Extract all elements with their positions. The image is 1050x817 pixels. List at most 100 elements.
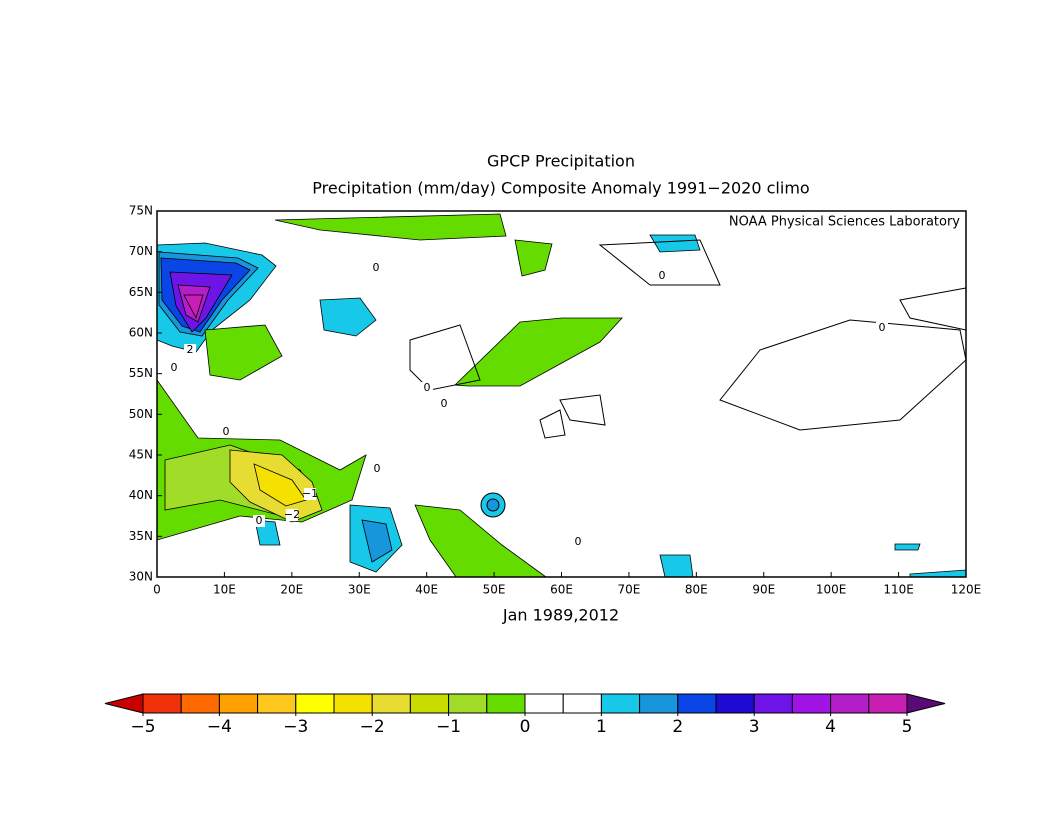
anomaly-area: [486, 498, 500, 512]
map-frame: [156, 210, 967, 578]
anomaly-area: [204, 324, 283, 381]
colorbar-box: [371, 693, 411, 714]
colorbar-box: [333, 693, 373, 714]
contour-label: 0: [223, 425, 230, 438]
anomaly-area: [274, 213, 507, 241]
colorbar-over: [906, 693, 946, 714]
contour-label: −1: [302, 487, 318, 500]
anomaly-area: [894, 543, 921, 551]
y-tick-label: 60N: [129, 326, 153, 340]
x-tick-label: 20E: [280, 583, 303, 597]
label-bg: [421, 382, 433, 394]
x-label: Jan 1989,2012: [502, 606, 619, 625]
label-bg: [304, 488, 316, 500]
contour-label: 0: [374, 462, 381, 475]
colorbar-box: [180, 693, 220, 714]
label-bg: [184, 344, 196, 356]
anomaly-area: [514, 239, 553, 277]
contour-line: [409, 324, 481, 391]
title: GPCP Precipitation: [487, 152, 635, 171]
colorbar-box: [524, 693, 564, 714]
anomaly-area: [649, 234, 701, 253]
colorbar-label: 5: [902, 717, 913, 737]
contour-line: [899, 287, 967, 331]
label-bg: [438, 398, 450, 410]
contour-label: 0: [879, 321, 886, 334]
colorbar-label: 3: [749, 717, 760, 737]
y-tick-label: 45N: [129, 448, 153, 462]
colorbar-box: [639, 693, 679, 714]
colorbar-label: 0: [520, 717, 531, 737]
x-tick-label: 50E: [483, 583, 506, 597]
colorbar-box: [830, 693, 870, 714]
x-tick-label: 40E: [415, 583, 438, 597]
anomaly-area: [454, 317, 623, 387]
colorbar: −5 −4 −3 −2 −1 0 1 2 3 4 5: [104, 693, 946, 737]
label-bg: [656, 270, 668, 282]
y-tick-label: 70N: [129, 244, 153, 258]
x-tick-label: 80E: [685, 583, 708, 597]
contour-label: 0: [575, 535, 582, 548]
colorbar-label: −4: [207, 717, 232, 737]
subtitle: Precipitation (mm/day) Composite Anomaly…: [312, 179, 809, 198]
x-tick-label: 100E: [816, 583, 847, 597]
contour-line: [559, 394, 606, 426]
label-bg: [371, 463, 383, 475]
anomaly-area: [414, 504, 548, 578]
label-bg: [220, 426, 232, 438]
anomaly-area: [361, 519, 393, 563]
x-tick-label: 70E: [617, 583, 640, 597]
colorbar-label: −3: [283, 717, 308, 737]
label-bg: [168, 362, 180, 374]
label-bg: [253, 515, 265, 527]
label-bg: [572, 536, 584, 548]
x-tick-label: 90E: [752, 583, 775, 597]
x-tick-label: 110E: [883, 583, 914, 597]
contour-label: 2: [187, 343, 194, 356]
colorbar-box: [791, 693, 832, 714]
colorbar-box: [409, 693, 450, 714]
colorbar-box: [562, 693, 602, 714]
y-tick-label: 35N: [129, 529, 153, 543]
y-tick-label: 40N: [129, 488, 153, 502]
contour-label: 0: [659, 269, 666, 282]
colorbar-label: −1: [436, 717, 461, 737]
contour-label: 0: [441, 397, 448, 410]
y-tick-label: 65N: [129, 285, 153, 299]
anomaly-area: [659, 554, 694, 578]
anomaly-area: [909, 569, 967, 578]
contour-label: −2: [284, 508, 300, 521]
colorbar-box: [218, 693, 259, 714]
colorbar-box: [142, 693, 182, 714]
colorbar-box: [868, 693, 908, 714]
contour-label: 0: [171, 361, 178, 374]
colorbar-label: −5: [130, 717, 155, 737]
label-bg: [876, 322, 888, 334]
contour-label: 0: [373, 261, 380, 274]
colorbar-box: [257, 693, 297, 714]
x-tick-label: 0: [153, 583, 161, 597]
anomaly-area: [253, 463, 307, 507]
x-tick-label: 120E: [951, 583, 982, 597]
anomaly-area: [319, 297, 377, 337]
anomaly-area: [183, 294, 204, 320]
x-tick-label: 60E: [550, 583, 573, 597]
contour-line: [719, 319, 967, 431]
colorbar-box: [295, 693, 335, 714]
label-bg: [370, 262, 382, 274]
colorbar-label: 2: [672, 717, 683, 737]
colorbar-box: [486, 693, 526, 714]
colorbar-box: [600, 693, 641, 714]
credit: NOAA Physical Sciences Laboratory: [729, 215, 960, 230]
label-bg: [286, 509, 298, 521]
x-tick-label: 10E: [213, 583, 236, 597]
colorbar-box: [448, 693, 488, 714]
y-tick-label: 50N: [129, 407, 153, 421]
contour-line: [598, 239, 721, 286]
colorbar-label: 1: [596, 717, 607, 737]
contour-label: 0: [256, 514, 263, 527]
contour-line: [539, 409, 566, 439]
colorbar-label: −2: [360, 717, 385, 737]
